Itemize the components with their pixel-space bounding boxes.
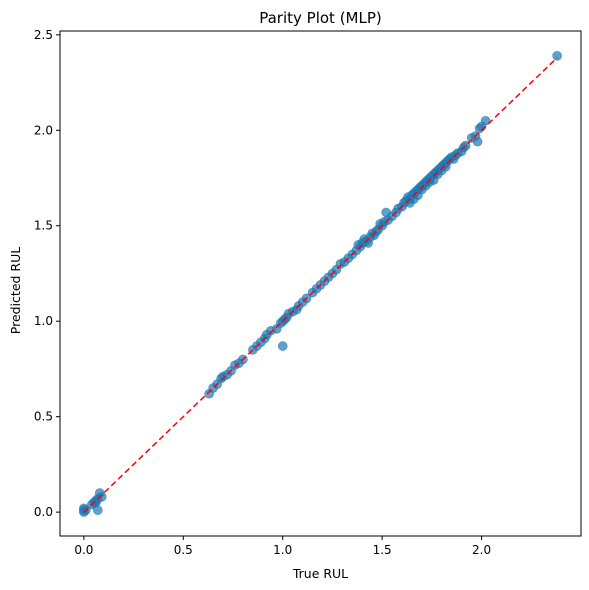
data-point [369, 230, 379, 241]
reference-line [83, 57, 558, 513]
data-point [472, 136, 483, 147]
x-axis-label: True RUL [292, 566, 348, 581]
x-tick-label: 0.0 [74, 543, 93, 557]
y-tick-label: 0.0 [34, 505, 53, 519]
y-tick-label: 1.0 [34, 314, 53, 328]
data-point [552, 51, 562, 61]
x-tick-label: 0.5 [174, 543, 193, 557]
data-point [440, 161, 451, 172]
plot-area: 0.0 0.5 1.0 1.5 2.0 0.0 0.5 1.0 1.5 2.0 2.5 [34, 28, 582, 557]
x-tick-label: 2.0 [472, 543, 491, 557]
data-point [96, 492, 107, 502]
y-tick-label: 0.5 [34, 410, 53, 424]
x-tick-label: 1.5 [373, 543, 392, 557]
chart-title: Parity Plot (MLP) [259, 9, 382, 27]
data-point [90, 497, 101, 508]
y-tick-label: 2.0 [34, 123, 53, 137]
y-tick-label: 2.5 [34, 28, 53, 42]
plot-frame [59, 30, 582, 537]
data-point [277, 341, 288, 351]
y-tick-label: 1.5 [34, 219, 53, 233]
x-tick-label: 1.0 [273, 543, 292, 557]
data-point [480, 115, 491, 126]
y-axis-label: Predicted RUL [8, 247, 23, 334]
